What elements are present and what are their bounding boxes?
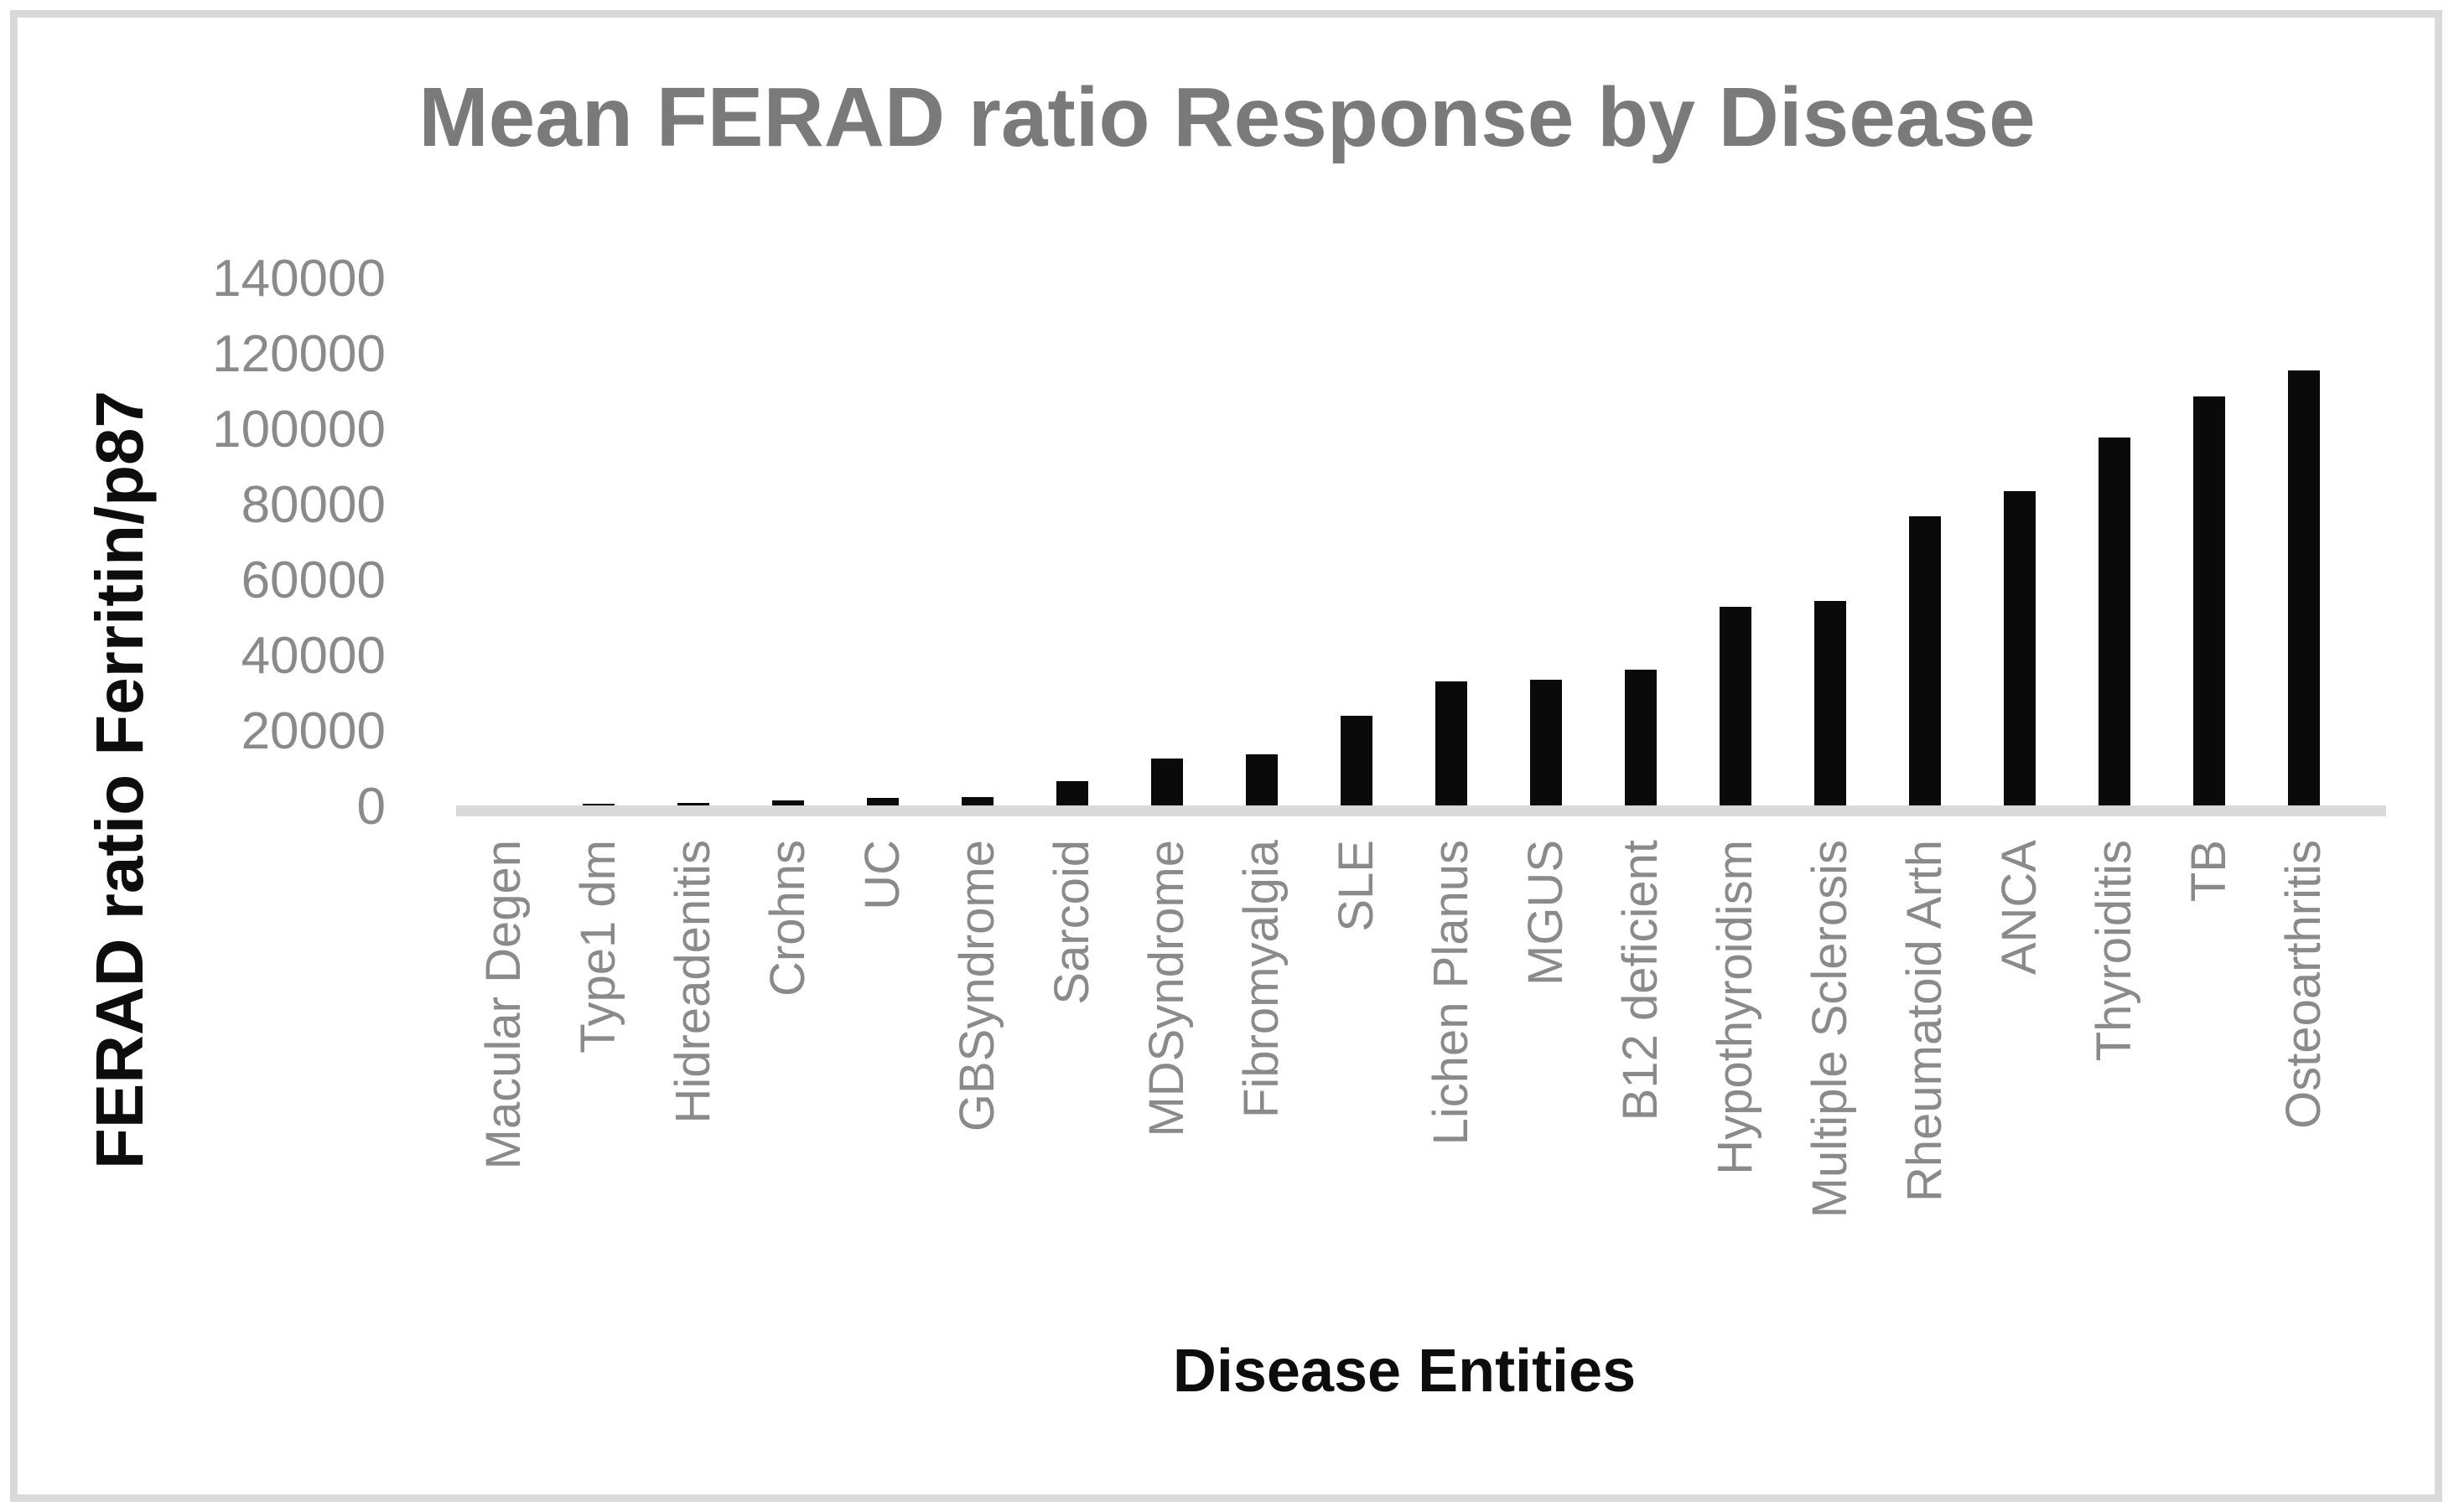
category-label: Lichen Planus bbox=[1423, 840, 1478, 1146]
bar bbox=[1150, 759, 1183, 805]
category-label: MGUS bbox=[1518, 840, 1573, 986]
category-label: TB bbox=[2181, 840, 2236, 903]
category-label: Type1 dm bbox=[570, 840, 625, 1054]
bar bbox=[2098, 438, 2130, 805]
bar bbox=[1813, 601, 1846, 805]
bar bbox=[961, 797, 994, 805]
category-label: Macular Degen bbox=[475, 840, 531, 1170]
y-tick-label: 40000 bbox=[241, 627, 386, 685]
category-label: UC bbox=[854, 840, 910, 910]
y-tick-label: 0 bbox=[356, 778, 386, 836]
bar bbox=[1340, 716, 1372, 805]
category-label: Hypothyroidism bbox=[1707, 840, 1762, 1175]
y-tick-label: 20000 bbox=[241, 702, 386, 760]
y-tick-label: 100000 bbox=[212, 401, 386, 458]
category-label: Sarcoid bbox=[1044, 840, 1099, 1005]
category-label: Fibromyalgia bbox=[1233, 840, 1289, 1118]
category-label: Hidreadenitis bbox=[665, 840, 720, 1124]
category-label: B12 deficient bbox=[1612, 840, 1668, 1121]
bar bbox=[1245, 754, 1278, 805]
bar bbox=[2192, 396, 2225, 805]
category-label: SLE bbox=[1328, 840, 1383, 932]
x-axis-title: Disease Entities bbox=[1172, 1338, 1637, 1405]
bar bbox=[2287, 370, 2320, 805]
category-label: Rheumatoid Arth bbox=[1896, 840, 1952, 1203]
y-tick-label: 60000 bbox=[241, 551, 386, 609]
category-label: Thyroiditis bbox=[2086, 840, 2141, 1062]
category-label: MDSyndrome bbox=[1139, 840, 1194, 1137]
bar bbox=[866, 798, 899, 805]
figure-border bbox=[10, 10, 2442, 1502]
bar bbox=[582, 804, 615, 805]
bar bbox=[1719, 607, 1751, 805]
y-tick-label: 140000 bbox=[212, 250, 386, 308]
category-label: ANCA bbox=[1991, 840, 2047, 976]
bar bbox=[677, 803, 709, 805]
category-label: GBSyndrome bbox=[949, 840, 1004, 1132]
category-label: Crohns bbox=[760, 840, 815, 997]
bar bbox=[1624, 670, 1657, 805]
chart-title: Mean FERAD ratio Response by Disease bbox=[418, 70, 2036, 164]
x-axis-line bbox=[456, 805, 2386, 816]
bar bbox=[1056, 781, 1088, 805]
category-label: Multiple Sclerosis bbox=[1802, 840, 1857, 1219]
bar bbox=[1435, 681, 1467, 805]
bar bbox=[771, 800, 804, 805]
category-label: Osteoarthritis bbox=[2275, 840, 2331, 1129]
bar bbox=[1529, 680, 1562, 805]
y-tick-label: 120000 bbox=[212, 325, 386, 383]
bar bbox=[2003, 491, 2036, 805]
y-tick-label: 80000 bbox=[241, 476, 386, 534]
bar bbox=[1908, 516, 1941, 805]
